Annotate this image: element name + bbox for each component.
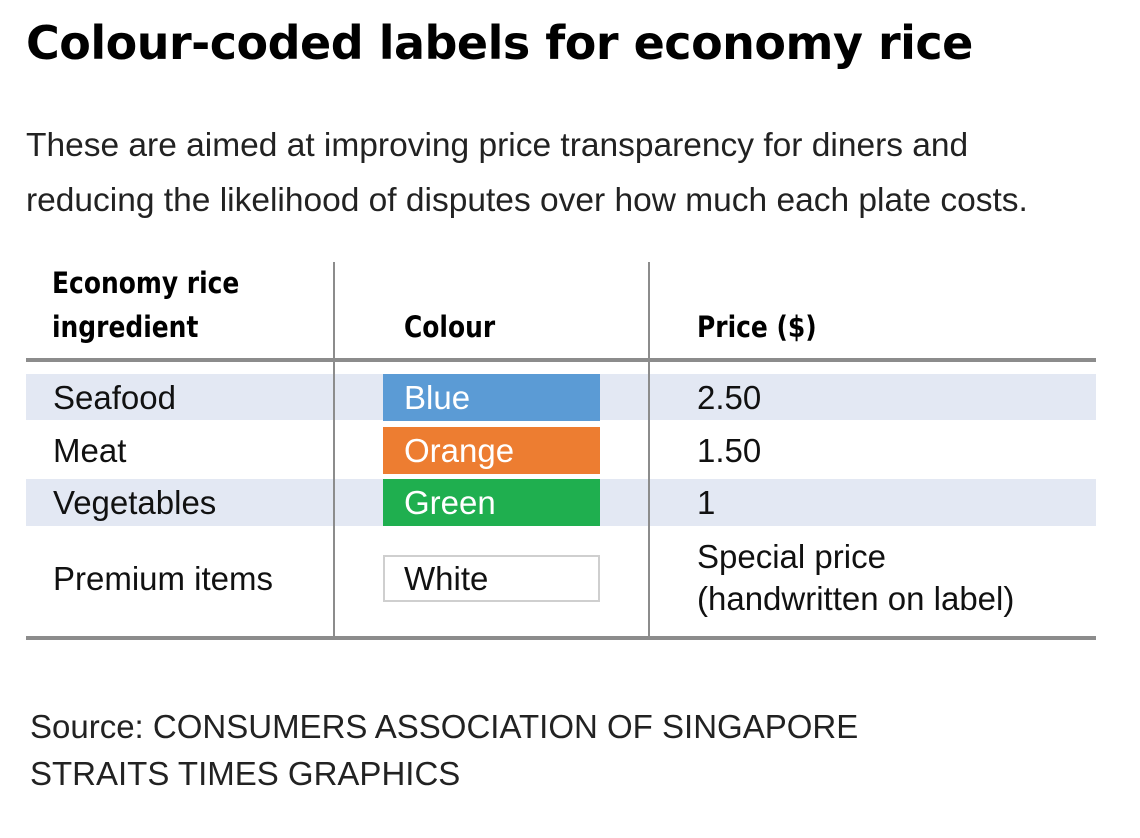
column-divider-2 <box>648 262 650 638</box>
colour-swatch-white: White <box>383 555 600 602</box>
header-colour: Colour <box>404 310 496 344</box>
subtitle-line-2: reducing the likelihood of disputes over… <box>26 182 1028 219</box>
source-footer: Source: CONSUMERS ASSOCIATION OF SINGAPO… <box>30 703 858 797</box>
ingredient-meat: Meat <box>53 432 127 469</box>
colour-swatch-orange: Orange <box>383 427 600 474</box>
page-title: Colour-coded labels for economy rice <box>26 16 973 70</box>
subtitle-line-1: These are aimed at improving price trans… <box>26 127 969 164</box>
price-premium-line-1: Special price <box>697 538 886 575</box>
price-vegetables: 1 <box>697 484 716 521</box>
colour-swatch-green: Green <box>383 479 600 526</box>
ingredient-seafood: Seafood <box>53 379 176 416</box>
header-price: Price ($) <box>697 310 817 344</box>
bottom-rule <box>26 636 1096 640</box>
ingredient-premium-items: Premium items <box>53 560 274 597</box>
price-seafood: 2.50 <box>697 379 762 416</box>
price-table: Economy rice ingredient Colour Price ($)… <box>26 262 1096 640</box>
price-premium-items: Special price (handwritten on label) <box>697 536 1014 620</box>
price-meat: 1.50 <box>697 432 762 469</box>
header-ingredient-line-1: Economy rice <box>52 266 240 300</box>
header-ingredient-line-2: ingredient <box>52 310 199 344</box>
header-rule <box>26 358 1096 362</box>
colour-swatch-blue: Blue <box>383 374 600 421</box>
credit-text: STRAITS TIMES GRAPHICS <box>30 755 461 792</box>
column-divider-1 <box>333 262 335 638</box>
source-text: Source: CONSUMERS ASSOCIATION OF SINGAPO… <box>30 708 859 745</box>
ingredient-vegetables: Vegetables <box>53 484 217 521</box>
subtitle: These are aimed at improving price trans… <box>26 118 1126 228</box>
price-premium-line-2: (handwritten on label) <box>697 580 1015 617</box>
